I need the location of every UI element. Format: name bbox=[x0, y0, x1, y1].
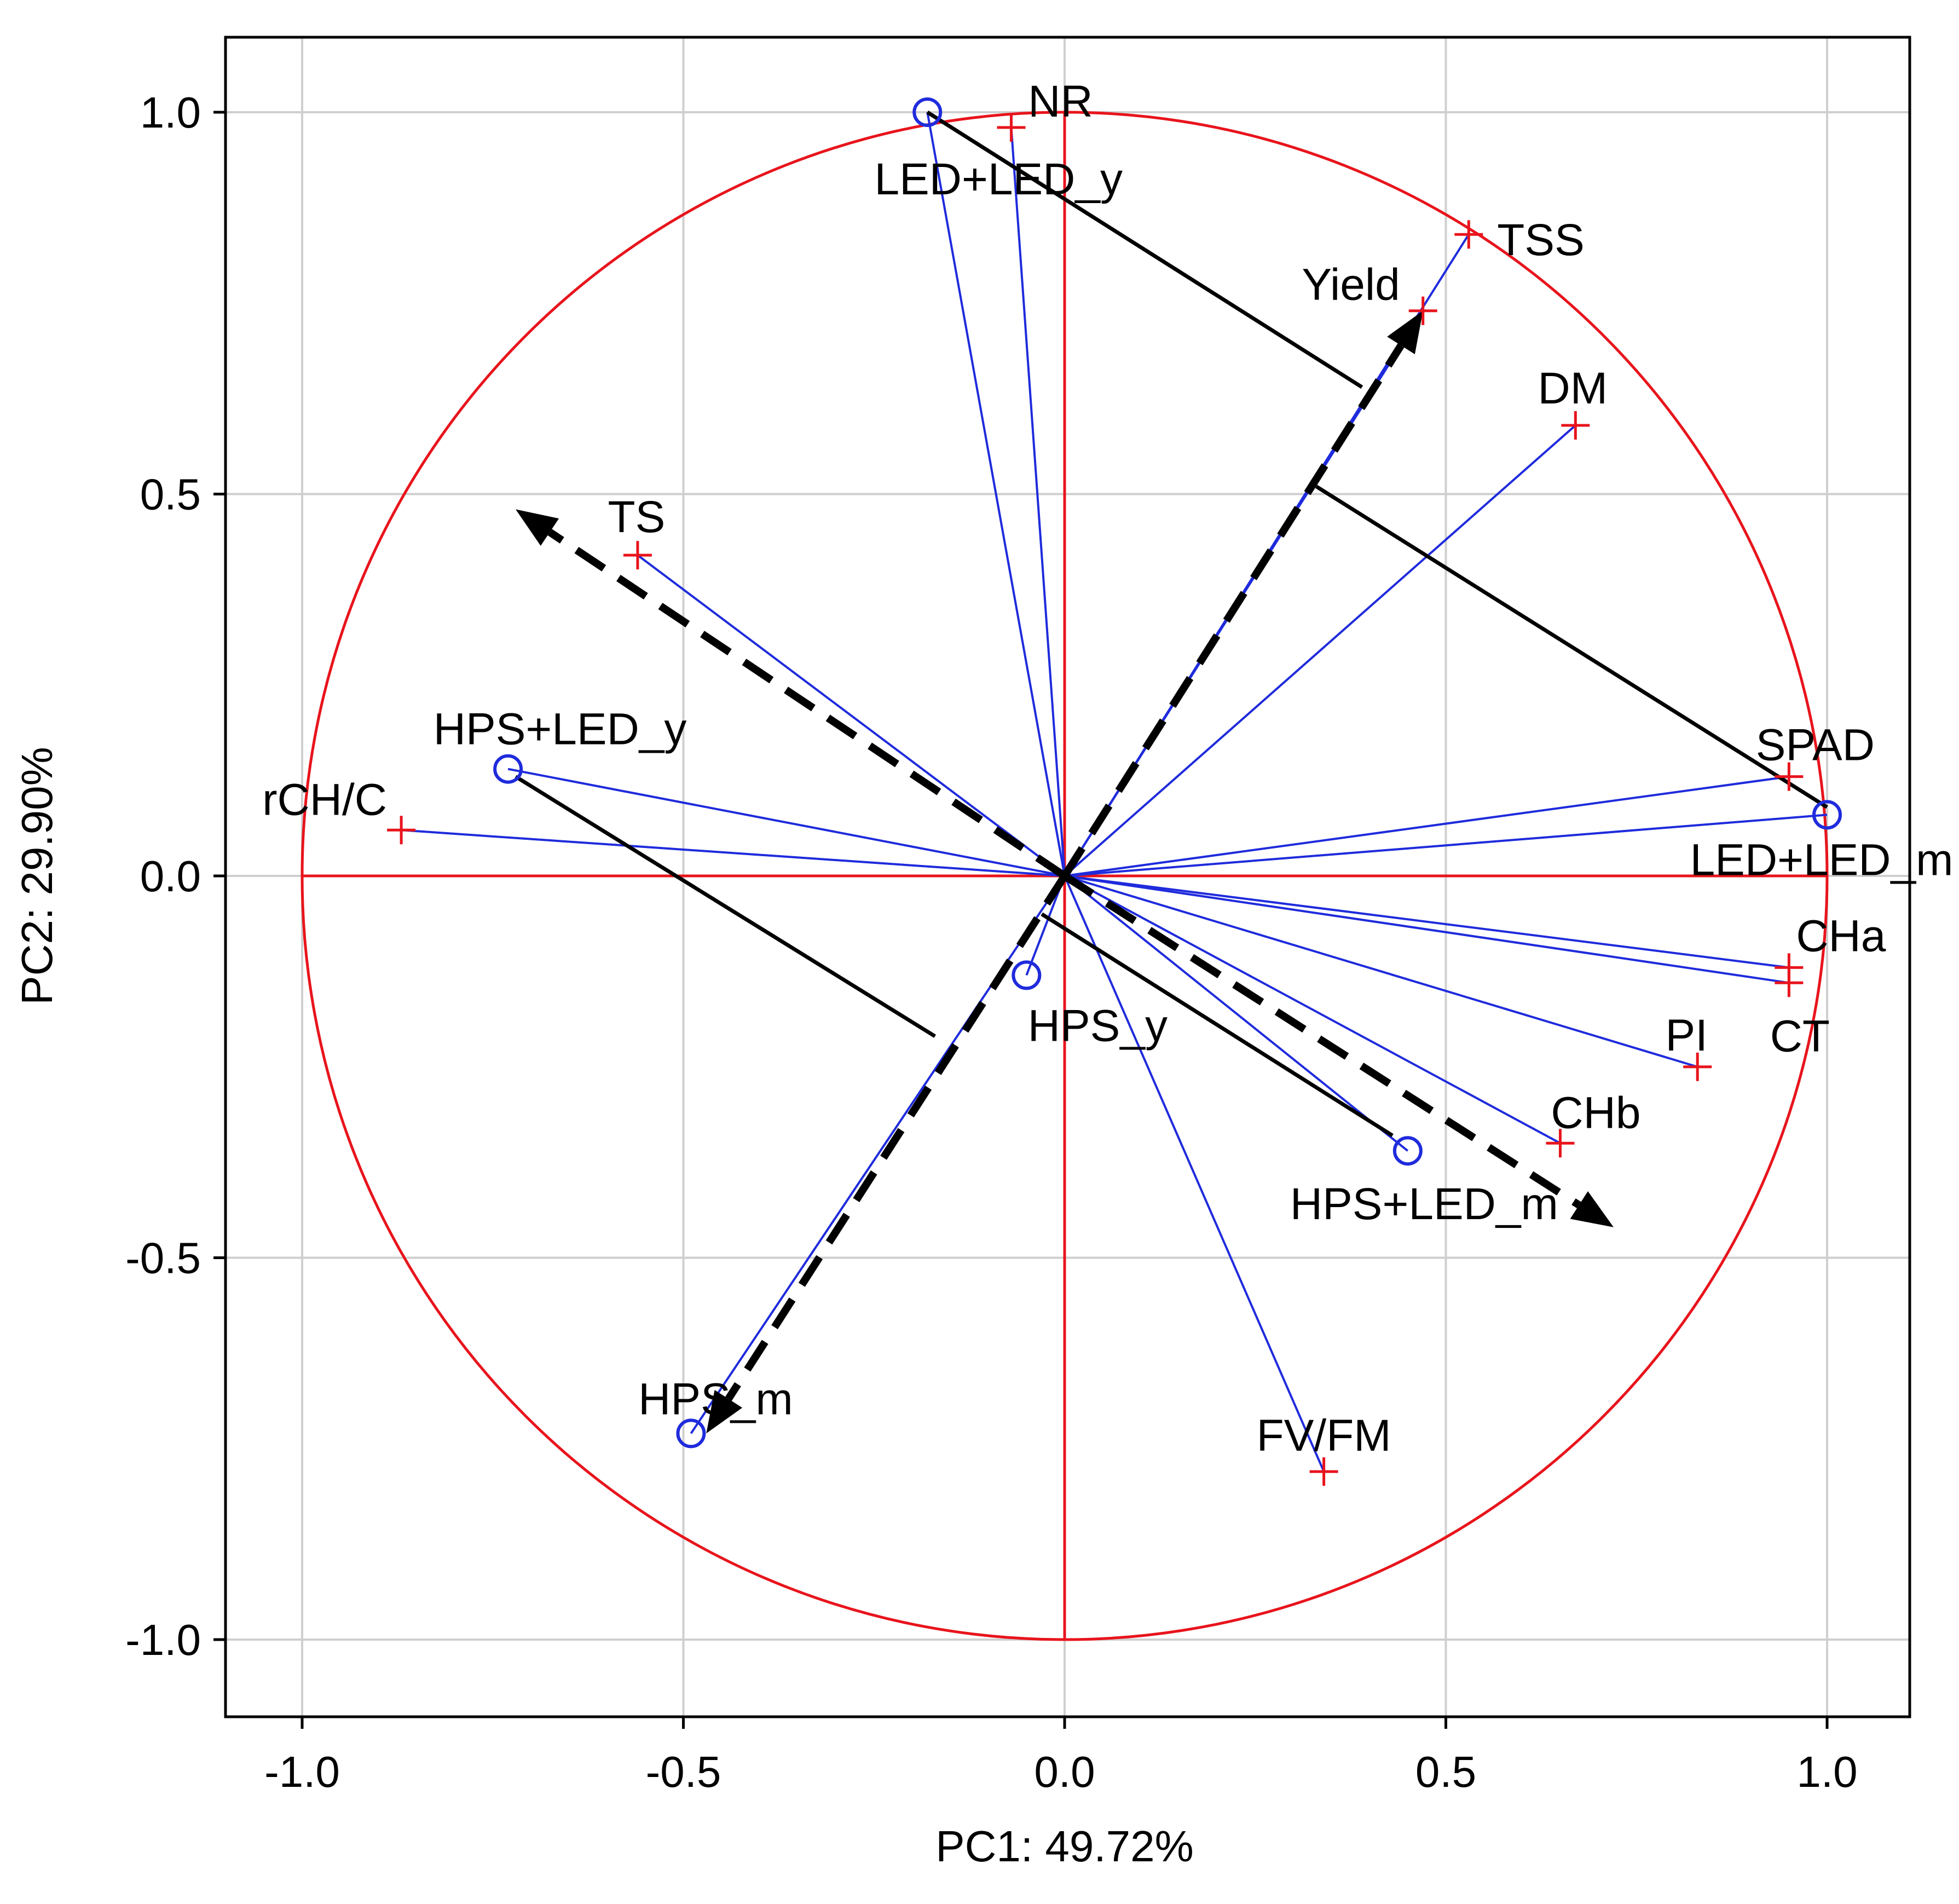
y-tick-label: 1.0 bbox=[140, 88, 201, 137]
variable-label-ct: CT bbox=[1770, 1011, 1830, 1061]
variable-marker-tss bbox=[1454, 220, 1483, 249]
y-tick-label: 0.0 bbox=[140, 852, 201, 901]
loading-line-pi bbox=[1064, 875, 1698, 1068]
variable-marker-dm bbox=[1561, 411, 1590, 440]
case-label-hps-y: HPS_y bbox=[1028, 1001, 1168, 1051]
loading-line-rch-c bbox=[401, 829, 1065, 877]
x-tick-label: 0.0 bbox=[1034, 1747, 1095, 1796]
loading-line-led-led-m bbox=[1064, 813, 1828, 877]
x-axis-title: PC1: 49.72% bbox=[935, 1822, 1193, 1871]
case-marker-hps-led-y bbox=[493, 754, 523, 784]
dashed-arrow-head-2 bbox=[516, 509, 559, 546]
y-tick-label: -0.5 bbox=[125, 1234, 201, 1283]
unit-circle-layer bbox=[301, 111, 1829, 1641]
y-axis-title: PC2: 29.90% bbox=[13, 747, 61, 1005]
case-marker-hps-m bbox=[676, 1418, 706, 1449]
case-label-led-led-y: LED+LED_y bbox=[874, 154, 1123, 204]
y-tick-label: -1.0 bbox=[125, 1615, 201, 1664]
case-label-hps-m: HPS_m bbox=[638, 1374, 793, 1424]
variable-marker-ts bbox=[623, 541, 652, 570]
solid-segment-4 bbox=[1041, 912, 1394, 1138]
x-tick-label: -0.5 bbox=[646, 1747, 721, 1796]
x-axis-ticks: -1.0 -0.5 0.0 0.5 1.0 bbox=[264, 1717, 1858, 1796]
x-tick-label: -1.0 bbox=[264, 1747, 340, 1796]
variable-label-spad: SPAD bbox=[1756, 720, 1875, 770]
loading-line-hps-led-y bbox=[507, 768, 1065, 877]
loading-line-hps-led-m bbox=[1064, 875, 1409, 1152]
variable-label-cha: CHa bbox=[1796, 911, 1886, 961]
loading-line-spad bbox=[1064, 775, 1789, 877]
variable-marker-rch-c bbox=[387, 816, 416, 845]
variable-label-fv-fm: FV/FM bbox=[1257, 1411, 1391, 1461]
x-tick-label: 0.5 bbox=[1415, 1747, 1476, 1796]
variable-label-tss: TSS bbox=[1497, 215, 1584, 265]
variable-marker-pi bbox=[1683, 1052, 1712, 1081]
loading-line-ct bbox=[1064, 875, 1789, 984]
case-marker-hps-led-m bbox=[1392, 1136, 1423, 1166]
loading-line-led-led-y bbox=[926, 112, 1066, 876]
variable-marker-ct bbox=[1775, 968, 1804, 997]
dashed-arrow-head-4 bbox=[706, 1390, 743, 1434]
unit-circle bbox=[301, 111, 1829, 1641]
dashed-arrows bbox=[516, 310, 1614, 1434]
loading-line-fv-fm bbox=[1064, 875, 1325, 1472]
variable-label-rch-c: rCH/C bbox=[262, 775, 387, 824]
case-label-hps-led-m: HPS+LED_m bbox=[1290, 1179, 1558, 1229]
dashed-arrow-4 bbox=[725, 874, 1068, 1401]
solid-segment-2 bbox=[1315, 484, 1828, 809]
case-marker-hps-y bbox=[1012, 960, 1042, 990]
loading-line-nr bbox=[1010, 127, 1066, 876]
variable-marker-nr bbox=[997, 113, 1026, 142]
loading-line-ts bbox=[637, 554, 1066, 877]
case-label-led-led-m: LED+LED_m bbox=[1690, 835, 1954, 885]
case-marker-led-led-y bbox=[912, 97, 943, 127]
variable-marker-fv-fm bbox=[1309, 1457, 1338, 1486]
dashed-arrow-head-1 bbox=[1387, 310, 1423, 355]
y-tick-label: 0.5 bbox=[140, 470, 201, 519]
dashed-arrow-1 bbox=[1061, 343, 1405, 878]
x-tick-label: 1.0 bbox=[1796, 1747, 1857, 1796]
variable-label-chb: CHb bbox=[1551, 1088, 1640, 1138]
variable-label-dm: DM bbox=[1538, 364, 1608, 413]
variable-label-ts: TS bbox=[608, 492, 666, 542]
group-separator-lines bbox=[515, 111, 1828, 1138]
dashed-arrow-head-3 bbox=[1570, 1191, 1614, 1227]
dashed-arrow-2 bbox=[547, 529, 1067, 879]
solid-segment-1 bbox=[926, 111, 1363, 389]
case-marker-led-led-m bbox=[1812, 800, 1842, 830]
case-label-hps-led-y: HPS+LED_y bbox=[434, 705, 687, 754]
loading-line-chb bbox=[1064, 875, 1561, 1145]
variable-label-nr: NR bbox=[1028, 77, 1093, 126]
point-markers bbox=[387, 97, 1842, 1486]
solid-segment-3 bbox=[515, 775, 937, 1038]
variable-marker-spad bbox=[1775, 762, 1804, 791]
variable-label-yield: Yield bbox=[1302, 260, 1400, 310]
variable-label-pi: PI bbox=[1665, 1011, 1707, 1060]
loading-line-dm bbox=[1064, 424, 1576, 877]
dashed-arrow-3 bbox=[1062, 873, 1581, 1209]
variable-marker-chb bbox=[1546, 1129, 1575, 1158]
loading-line-cha bbox=[1064, 875, 1789, 969]
variable-marker-yield bbox=[1408, 296, 1437, 325]
y-axis-ticks: -1.0 -0.5 0.0 0.5 1.0 bbox=[125, 88, 226, 1664]
